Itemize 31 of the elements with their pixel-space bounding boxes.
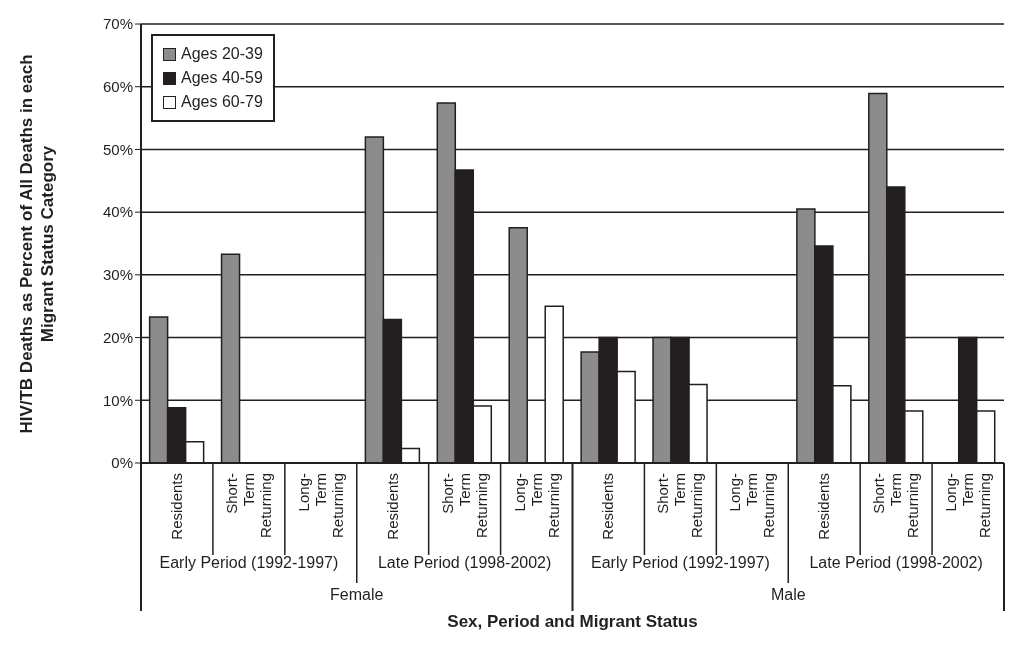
x-tick-label: Short-Term Returning (222, 473, 274, 539)
y-tick-label: 50% (102, 140, 133, 158)
legend-label: Ages 60-79 (181, 92, 263, 112)
x-tick-label: Residents (167, 473, 185, 540)
y-tick-label: 30% (102, 266, 133, 284)
y-tick-label: 40% (102, 203, 133, 221)
x-tick-label: Long-Term Returning (294, 473, 346, 539)
y-tick-label: 10% (102, 391, 133, 409)
x-tick-label: Residents (599, 473, 617, 540)
y-tick-label: 60% (102, 78, 133, 96)
x-tick-label: Short-Term Returning (654, 473, 706, 539)
x-axis-title: Sex, Period and Migrant Status (446, 612, 699, 632)
x-tick-label: Long-Term Returning (726, 473, 778, 539)
legend-label: Ages 40-59 (181, 68, 263, 88)
y-tick-label: 70% (102, 15, 133, 33)
x-tick-label: Residents (383, 473, 401, 540)
text: Male (769, 586, 807, 604)
x-tick-label: Short-Term Returning (438, 473, 490, 539)
x-tick-label: Long-Term Returning (942, 473, 994, 539)
y-tick-label: 0% (111, 454, 133, 472)
legend-label: Ages 20-39 (181, 44, 263, 64)
text: Late Period (1998-2002) (376, 554, 553, 572)
x-tick-label: Short-Term Returning (870, 473, 922, 539)
text: Female (329, 586, 385, 604)
text: Late Period (1998-2002) (808, 554, 984, 572)
y-axis-title: HIV/TB Deaths as Percent of All Deaths in each Migrant Status Category (15, 52, 57, 436)
x-tick-label: Residents (815, 473, 833, 540)
text: Early Period (1992-1997) (158, 554, 340, 572)
y-tick-label: 20% (102, 328, 133, 346)
x-tick-label: Long-Term Returning (510, 473, 562, 539)
text: Early Period (1992-1997) (590, 554, 771, 572)
